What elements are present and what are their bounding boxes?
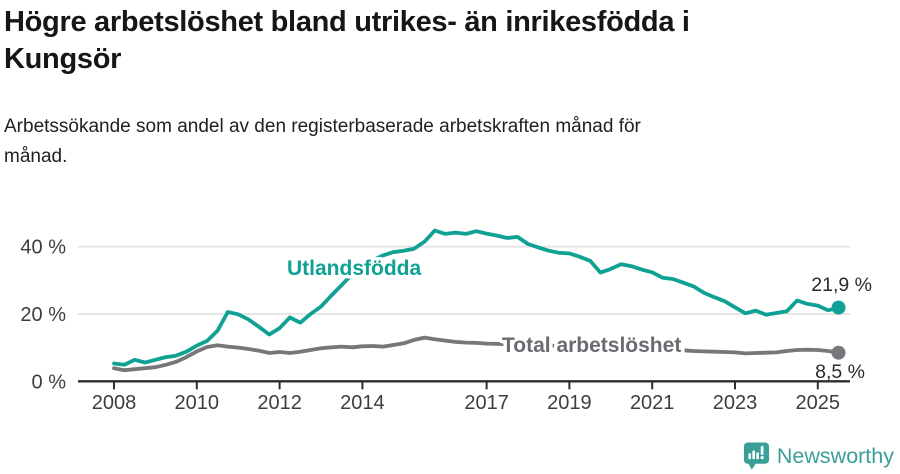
utlandsfodda-end-value-label: 21,9 % — [811, 274, 872, 296]
x-axis-tick-label: 2025 — [796, 392, 841, 414]
chart-title-line-1: Högre arbetslöshet bland utrikes- än inr… — [4, 6, 690, 38]
x-axis-tick-label: 2021 — [630, 392, 675, 414]
chart-subtitle-line-1: Arbetssökande som andel av den registerb… — [4, 116, 641, 137]
chart-subtitle-line-2: månad. — [4, 146, 68, 167]
exclamation-dot — [760, 456, 764, 460]
total-arbetsloshet-label: Total arbetslöshet — [502, 334, 681, 357]
total-arbetsloshet-end-dot — [831, 345, 846, 360]
utlandsfodda-label: Utlandsfödda — [287, 257, 421, 280]
bar-1 — [748, 453, 751, 460]
newsworthy-pin-icon — [743, 442, 769, 470]
newsworthy-brand-name: Newsworthy — [776, 443, 894, 468]
total-arbetsloshet-end-value-label: 8,5 % — [815, 361, 865, 383]
utlandsfodda-line — [112, 228, 841, 367]
y-axis-tick-label: 20 % — [20, 304, 66, 326]
x-axis-tick-label: 2008 — [92, 392, 137, 414]
x-axis-tick-label: 2010 — [175, 392, 220, 414]
bar-2 — [752, 450, 755, 460]
x-axis-tick-label: 2012 — [257, 392, 302, 414]
y-axis-tick-label: 40 % — [20, 237, 66, 259]
x-axis-tick-label: 2023 — [713, 392, 758, 414]
bar-3 — [756, 452, 759, 460]
chart-title-line-2: Kungsör — [4, 43, 122, 75]
chart-title: Högre arbetslöshet bland utrikes- än inr… — [4, 4, 690, 78]
newsworthy-logo: Newsworthy — [743, 441, 894, 471]
chart-subtitle: Arbetssökande som andel av den registerb… — [4, 112, 641, 172]
x-axis-tick-label: 2017 — [464, 392, 509, 414]
exclamation-bar — [760, 445, 764, 456]
total-arbetsloshet-line — [112, 335, 841, 373]
utlandsfodda-end-dot — [831, 300, 846, 315]
x-axis-tick-label: 2014 — [340, 392, 385, 414]
y-axis-tick-label: 0 % — [32, 371, 67, 393]
x-axis-tick-label: 2019 — [547, 392, 592, 414]
